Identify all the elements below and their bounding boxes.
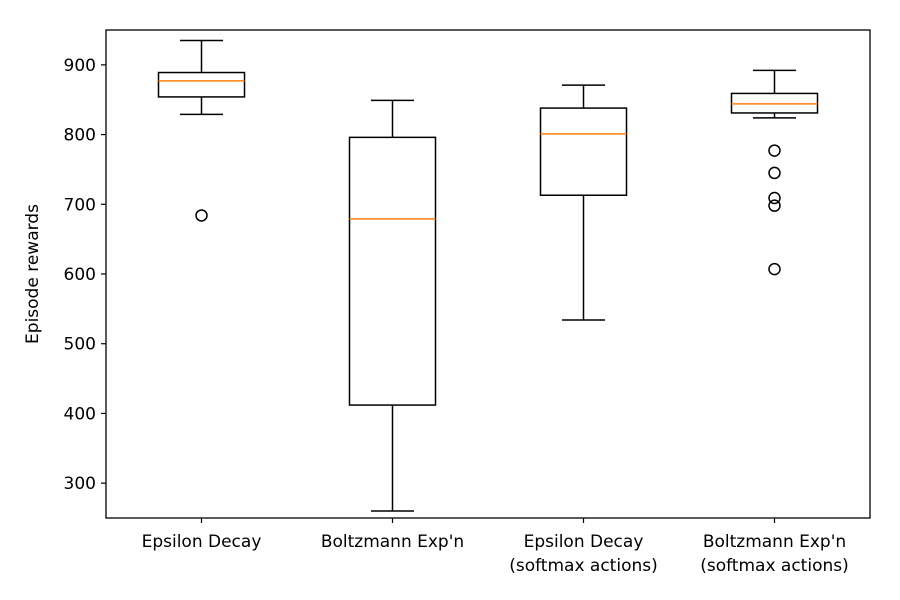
x-axis: Epsilon Decay Boltzmann Exp'n Epsilon Deca… bbox=[142, 518, 849, 576]
y-tick-label: 500 bbox=[64, 335, 96, 355]
x-tick-label: Boltzmann Exp'n (softmax actions) bbox=[700, 532, 849, 576]
iqr-box bbox=[348, 136, 437, 406]
outlier-point bbox=[768, 166, 781, 180]
iqr-box bbox=[539, 107, 628, 196]
x-tick-label: Epsilon Decay bbox=[142, 532, 262, 552]
iqr-box bbox=[157, 71, 246, 98]
outlier-point bbox=[768, 191, 781, 205]
y-tick-label: 400 bbox=[64, 404, 96, 424]
boxes bbox=[157, 39, 819, 512]
outlier-point bbox=[768, 199, 781, 212]
outlier-point bbox=[195, 209, 208, 222]
y-tick-label: 300 bbox=[64, 474, 96, 494]
y-tick-label: 800 bbox=[64, 126, 96, 146]
outlier-point bbox=[768, 262, 781, 276]
y-tick-label: 600 bbox=[64, 265, 96, 285]
box-4 bbox=[730, 69, 819, 276]
y-axis-label: Episode rewards bbox=[23, 204, 43, 344]
box-3 bbox=[539, 84, 628, 321]
x-tick-label: Boltzmann Exp'n bbox=[321, 532, 464, 552]
y-tick-label: 900 bbox=[64, 56, 96, 76]
plot-frame bbox=[105, 29, 871, 519]
outlier-point bbox=[768, 144, 781, 157]
box-2 bbox=[348, 99, 437, 512]
box-1 bbox=[157, 39, 246, 222]
y-axis: 300 400 500 600 700 800 900 bbox=[64, 56, 106, 494]
x-tick-label: Epsilon Decay (softmax actions) bbox=[509, 532, 658, 576]
y-tick-label: 700 bbox=[64, 195, 96, 215]
